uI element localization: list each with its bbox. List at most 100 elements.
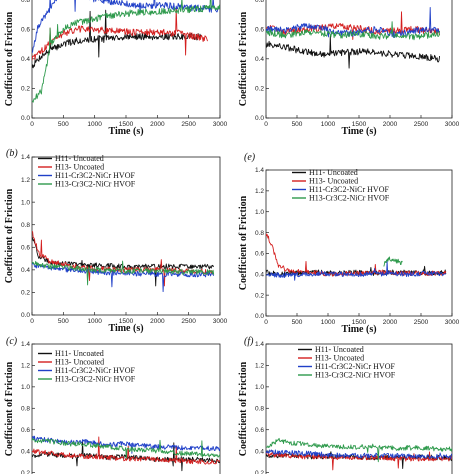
series-line [383,256,403,267]
chart-panel-b: 0.0 0.2 0.4 0.6 0.8 1.0 1.2 1.4 0 500 1000 1500 2000… [4,148,228,334]
y-tick-label: 0.2 [255,292,264,299]
y-tick-label: 0.8 [255,405,264,412]
y-tick-label: 0.4 [21,56,30,63]
y-tick-label: 0.4 [255,56,264,63]
series-line [266,449,452,460]
legend-entry: H13-Cr3C2-NiCr HVOF [55,375,136,384]
x-axis-label: Time (s) [341,126,376,137]
y-tick-label: 1.4 [255,341,264,348]
y-tick-label: 0.2 [21,290,30,297]
y-tick-label: 0.8 [21,0,30,4]
series-line [32,436,220,465]
legend-entry: H13-Cr3C2-NiCr HVOF [55,180,136,189]
series-group [32,230,215,293]
y-tick-label: 0.4 [255,271,264,278]
y-tick-label: 0.4 [21,448,30,455]
y-tick-label: 0.4 [255,448,264,455]
series-group [266,233,447,281]
series-line [266,35,441,69]
y-tick-label: 1.0 [21,384,30,391]
y-tick-label: 0.6 [21,26,30,33]
series-group [32,0,220,103]
legend-entry: H11- Uncoated [309,168,358,177]
legend-entry: H11- Uncoated [315,345,364,354]
legend-entry: H13-Cr3C2-NiCr HVOF [309,194,390,203]
legend-entry: H13- Uncoated [309,177,358,186]
x-tick-label: 2000 [150,318,165,325]
x-tick-label: 500 [58,121,69,128]
x-tick-label: 1500 [119,121,134,128]
y-axis-label: Coefficient of Friction [4,11,15,106]
y-tick-label: 0.2 [21,86,30,93]
series-line [266,437,452,463]
y-tick-label: 0.0 [255,115,264,122]
y-tick-label: 1.0 [21,199,30,206]
plot-frame [265,169,453,317]
y-tick-label: 0.0 [21,312,30,319]
y-tick-label: 1.0 [255,384,264,391]
panel-label: (e) [244,152,256,163]
x-tick-label: 2500 [181,318,196,325]
x-tick-label: 3000 [213,121,228,128]
chart-panel-e: 0.0 0.2 0.4 0.6 0.8 1.0 1.2 1.4 0 500 1000 1500 2000… [238,152,460,335]
y-axis-label: Coefficient of Friction [238,195,249,290]
x-tick-label: 500 [292,121,303,128]
series-line [32,8,208,61]
chart-panel-a: 0.0 0.2 0.4 0.6 0.8 0 500 1000 1500 2000 2500 3000 T… [4,0,228,137]
legend-entry: H13-Cr3C2-NiCr HVOF [75,0,156,2]
x-axis-label: Time (s) [108,323,143,334]
legend-entry: H11-Cr3C2-NiCr HVOF [315,362,395,371]
x-tick-label: 1500 [352,121,367,128]
legend-entry: H11-Cr3C2-NiCr HVOF [309,185,389,194]
y-tick-label: 0.0 [21,115,30,122]
y-tick-label: 0.8 [21,405,30,412]
x-tick-label: 1000 [321,319,336,326]
y-tick-label: 1.2 [21,177,30,184]
series-line [266,7,440,39]
series-line [32,260,215,286]
x-tick-label: 1000 [321,121,336,128]
y-axis-label: Coefficient of Friction [238,361,249,456]
x-axis-label: Time (s) [341,324,376,335]
y-tick-label: 1.2 [255,363,264,370]
chart-panel-c: 0.2 0.4 0.6 0.8 1.0 1.2 1.4 Coefficient of Fric… [4,336,221,474]
legend-entry: H13- Uncoated [55,163,104,172]
legend-entry: H11-Cr3C2-NiCr HVOF [55,171,135,180]
x-tick-label: 0 [30,121,34,128]
y-axis-label: Coefficient of Friction [238,11,249,106]
x-axis-label: Time (s) [108,126,143,137]
x-tick-label: 3000 [213,318,228,325]
y-tick-label: 0.6 [255,26,264,33]
y-tick-label: 1.4 [21,341,30,348]
chart-panel-d: 0.0 0.2 0.4 0.6 0.8 0 500 1000 1500 2000 2500 3000 T… [238,0,460,137]
series-group [32,435,220,472]
series-line [32,437,220,459]
y-tick-label: 0.4 [21,267,30,274]
y-tick-label: 0.6 [21,244,30,251]
series-line [266,260,447,281]
y-tick-label: 0.6 [255,251,264,258]
x-tick-label: 2000 [150,121,165,128]
x-tick-label: 0 [264,319,268,326]
legend-entry: H11-Cr3C2-NiCr HVOF [55,366,135,375]
series-line [32,435,220,454]
y-axis-label: Coefficient of Friction [4,188,15,283]
panel-label: (b) [6,148,18,159]
series-line [32,9,202,69]
y-tick-label: 0.8 [255,230,264,237]
x-tick-label: 500 [58,318,69,325]
y-tick-label: 0.6 [21,427,30,434]
legend-entry: H11- Uncoated [55,349,104,358]
x-tick-label: 1500 [352,319,367,326]
legend-entry: H13- Uncoated [55,358,104,367]
y-tick-label: 1.4 [255,167,264,174]
series-line [266,451,452,471]
y-tick-label: 0.2 [21,470,30,474]
x-tick-label: 3000 [445,121,460,128]
y-tick-label: 0.6 [255,427,264,434]
